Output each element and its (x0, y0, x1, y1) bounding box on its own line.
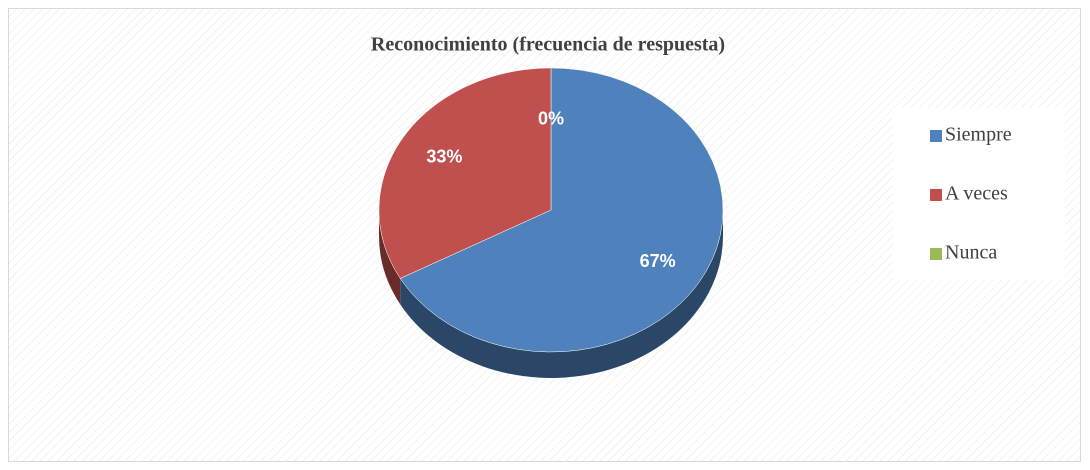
pie-slice (399, 67, 724, 353)
legend-box (893, 108, 1065, 280)
legend-swatch (930, 130, 942, 142)
legend-label: Nunca (945, 242, 997, 264)
legend-label: Siempre (945, 124, 1012, 146)
legend-swatch (930, 248, 942, 260)
data-label: 0% (538, 109, 564, 129)
legend-swatch (930, 189, 942, 201)
pie-side (400, 210, 723, 378)
pie-side (379, 210, 401, 305)
chart-title: Reconocimiento (frecuencia de respuesta) (371, 34, 725, 56)
data-label: 67% (640, 251, 676, 271)
data-label: 33% (426, 147, 462, 167)
pie-slice (378, 67, 552, 279)
legend-label: A veces (945, 183, 1008, 205)
